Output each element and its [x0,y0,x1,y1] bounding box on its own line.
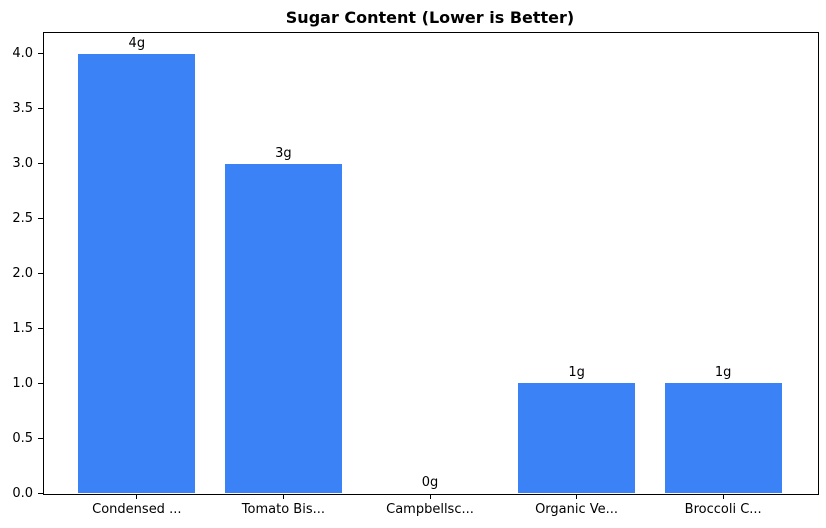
y-tick-mark [38,382,43,384]
y-tick-mark [38,492,43,494]
x-tick-mark [576,494,578,499]
x-tick-mark [136,494,138,499]
y-tick-label: 0.0 [12,485,33,501]
bar [78,53,196,493]
y-tick-mark [38,327,43,329]
y-tick-mark [38,163,43,165]
y-tick-label: 2.5 [12,211,33,227]
bar [664,383,782,493]
bar-value-label: 1g [714,365,732,381]
bar-value-label: 1g [568,365,585,381]
y-tick-mark [38,272,43,274]
x-tick-mark [429,494,431,499]
x-tick-label: Campbellsc... [386,502,474,517]
bar-value-label: 3g [275,145,292,161]
y-tick-label: 1.0 [12,375,33,391]
bar [224,163,343,493]
bar [517,383,636,493]
y-tick-label: 2.0 [12,265,33,281]
y-tick-mark [38,108,43,110]
x-tick-label: Tomato Bis... [241,502,325,517]
bar-value-label: 0g [421,475,439,490]
y-tick-mark [38,53,43,55]
x-tick-label: Organic Ve... [535,502,619,517]
y-tick-label: 1.5 [12,320,33,336]
y-tick-label: 0.5 [12,430,33,446]
x-tick-label: Condensed ... [92,502,182,517]
x-tick-mark [722,494,724,499]
y-tick-mark [38,437,43,439]
y-tick-mark [38,218,43,220]
y-tick-label: 3.5 [12,101,33,117]
bar-value-label: 4g [128,35,146,51]
x-tick-label: Broccoli C... [684,502,762,517]
chart-title: Sugar Content (Lower is Better) [285,8,575,27]
x-tick-mark [282,494,284,499]
y-tick-label: 4.0 [12,46,33,62]
y-tick-label: 3.0 [12,156,33,172]
